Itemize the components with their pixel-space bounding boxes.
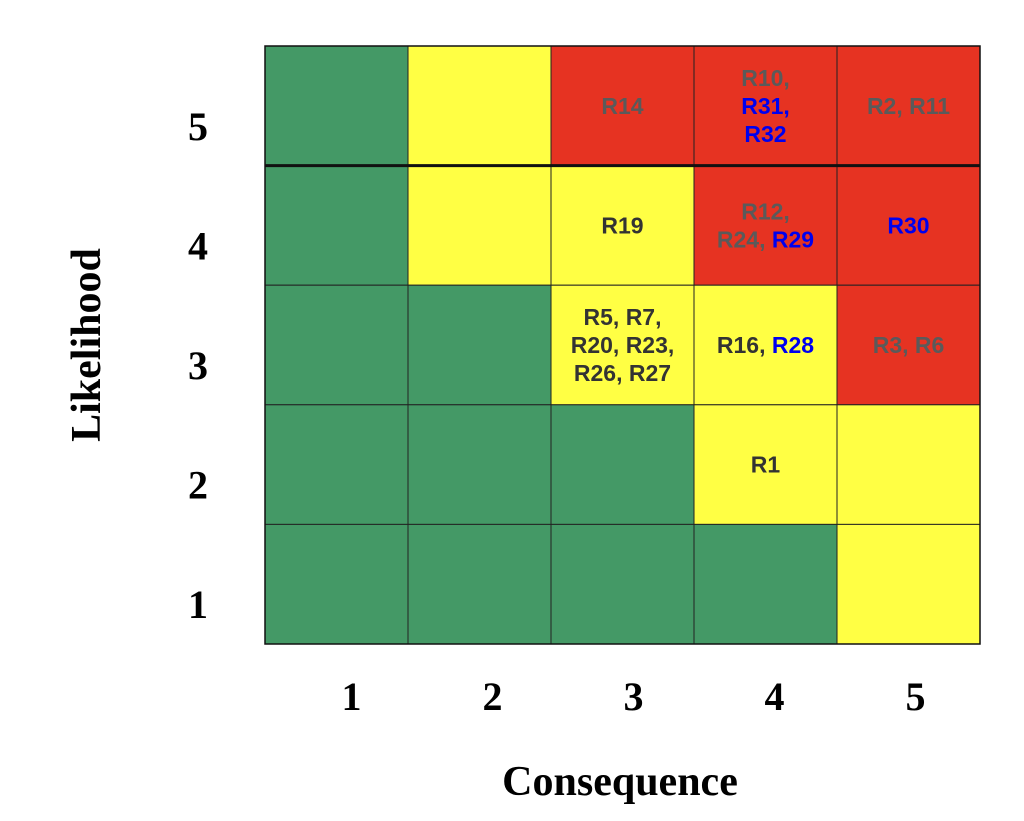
- risk-label-line: R12,: [741, 198, 790, 224]
- risk-label-line: R3, R6: [873, 332, 945, 358]
- y-tick-5: 5: [188, 104, 208, 149]
- risk-label-line: R10,: [741, 65, 790, 91]
- y-tick-1: 1: [188, 582, 208, 627]
- risk-id-R6: R6: [915, 332, 944, 358]
- cell-L5-C5: [836, 45, 981, 167]
- matrix-border: [264, 45, 981, 645]
- risk-id-R27: R27: [629, 360, 671, 386]
- risk-id-R30: R30: [887, 212, 929, 238]
- cell-L1-C2: [407, 523, 552, 645]
- risk-id-R10: R10,: [741, 65, 790, 91]
- x-tick-1: 1: [342, 674, 362, 719]
- risk-id-R23: R23,: [626, 332, 675, 358]
- cell-L3-C1: [264, 284, 409, 406]
- risk-label-line: R32: [744, 121, 786, 147]
- risk-label-line: R5, R7,: [584, 304, 662, 330]
- cell-L5-C2: [407, 45, 552, 167]
- cell-L2-C5: [836, 404, 981, 525]
- risk-id-R24: R24,: [717, 226, 772, 252]
- cell-L3-C3: [550, 284, 695, 406]
- risk-label-line: R16, R28: [717, 332, 814, 358]
- risk-id-R19: R19: [601, 212, 643, 238]
- y-tick-2: 2: [188, 463, 208, 508]
- risk-id-R3: R3,: [873, 332, 915, 358]
- cell-L4-C2: [407, 165, 552, 286]
- risk-label-line: R31,: [741, 93, 790, 119]
- risk-id-R26: R26,: [574, 360, 629, 386]
- y-tick-3: 3: [188, 343, 208, 388]
- x-axis-title: Consequence: [502, 759, 738, 805]
- cell-L5-C1: [264, 45, 409, 167]
- risk-label-line: R30: [887, 212, 929, 238]
- cell-L2-C4: [693, 404, 838, 525]
- risk-label-line: R20, R23,: [571, 332, 675, 358]
- cell-L1-C5: [836, 523, 981, 645]
- risk-label-line: R26, R27: [574, 360, 671, 386]
- risk-id-R12: R12,: [741, 198, 790, 224]
- cell-L4-C5: [836, 165, 981, 286]
- risk-id-R29: R29: [772, 226, 814, 252]
- risk-id-R28: R28: [772, 332, 814, 358]
- x-tick-3: 3: [624, 674, 644, 719]
- risk-label-line: R1: [751, 452, 781, 478]
- cell-L3-C4: [693, 284, 838, 406]
- risk-id-R20: R20,: [571, 332, 626, 358]
- cell-L4-C4: [693, 165, 838, 286]
- cell-L4-C3: [550, 165, 695, 286]
- y-tick-4: 4: [188, 223, 208, 268]
- risk-id-R32: R32: [744, 121, 786, 147]
- cell-L4-C1: [264, 165, 409, 286]
- risk-id-R5: R5,: [584, 304, 626, 330]
- matrix-cells: [264, 45, 981, 645]
- cell-L3-C5: [836, 284, 981, 406]
- cell-L2-C1: [264, 404, 409, 525]
- cell-L1-C4: [693, 523, 838, 645]
- cell-L2-C3: [550, 404, 695, 525]
- x-tick-4: 4: [765, 674, 785, 719]
- y-axis-title: Likelihood: [64, 248, 110, 442]
- cell-L5-C4: [693, 45, 838, 167]
- risk-label-line: R14: [601, 93, 643, 119]
- cell-L1-C1: [264, 523, 409, 645]
- risk-label-line: R24, R29: [717, 226, 814, 252]
- risk-label-line: R19: [601, 212, 643, 238]
- risk-id-R16: R16,: [717, 332, 772, 358]
- risk-id-R2: R2,: [867, 93, 909, 119]
- cell-L3-C2: [407, 284, 552, 406]
- risk-id-R14: R14: [601, 93, 643, 119]
- cell-L2-C2: [407, 404, 552, 525]
- matrix-risk-labels: R14 R10,R31,R32 R2, R11 R19 R12,R24, R29 R30 R…: [571, 65, 951, 478]
- axis-ticks: 1 2 3 4 5 1 2 3 4 5: [188, 104, 926, 719]
- risk-id-R31: R31,: [741, 93, 790, 119]
- risk-id-R7: R7,: [626, 304, 662, 330]
- risk-id-R11: R11: [909, 93, 950, 119]
- x-tick-5: 5: [906, 674, 926, 719]
- cell-L1-C3: [550, 523, 695, 645]
- risk-id-R1: R1: [751, 452, 781, 478]
- risk-label-line: R2, R11: [867, 93, 950, 119]
- x-tick-2: 2: [483, 674, 503, 719]
